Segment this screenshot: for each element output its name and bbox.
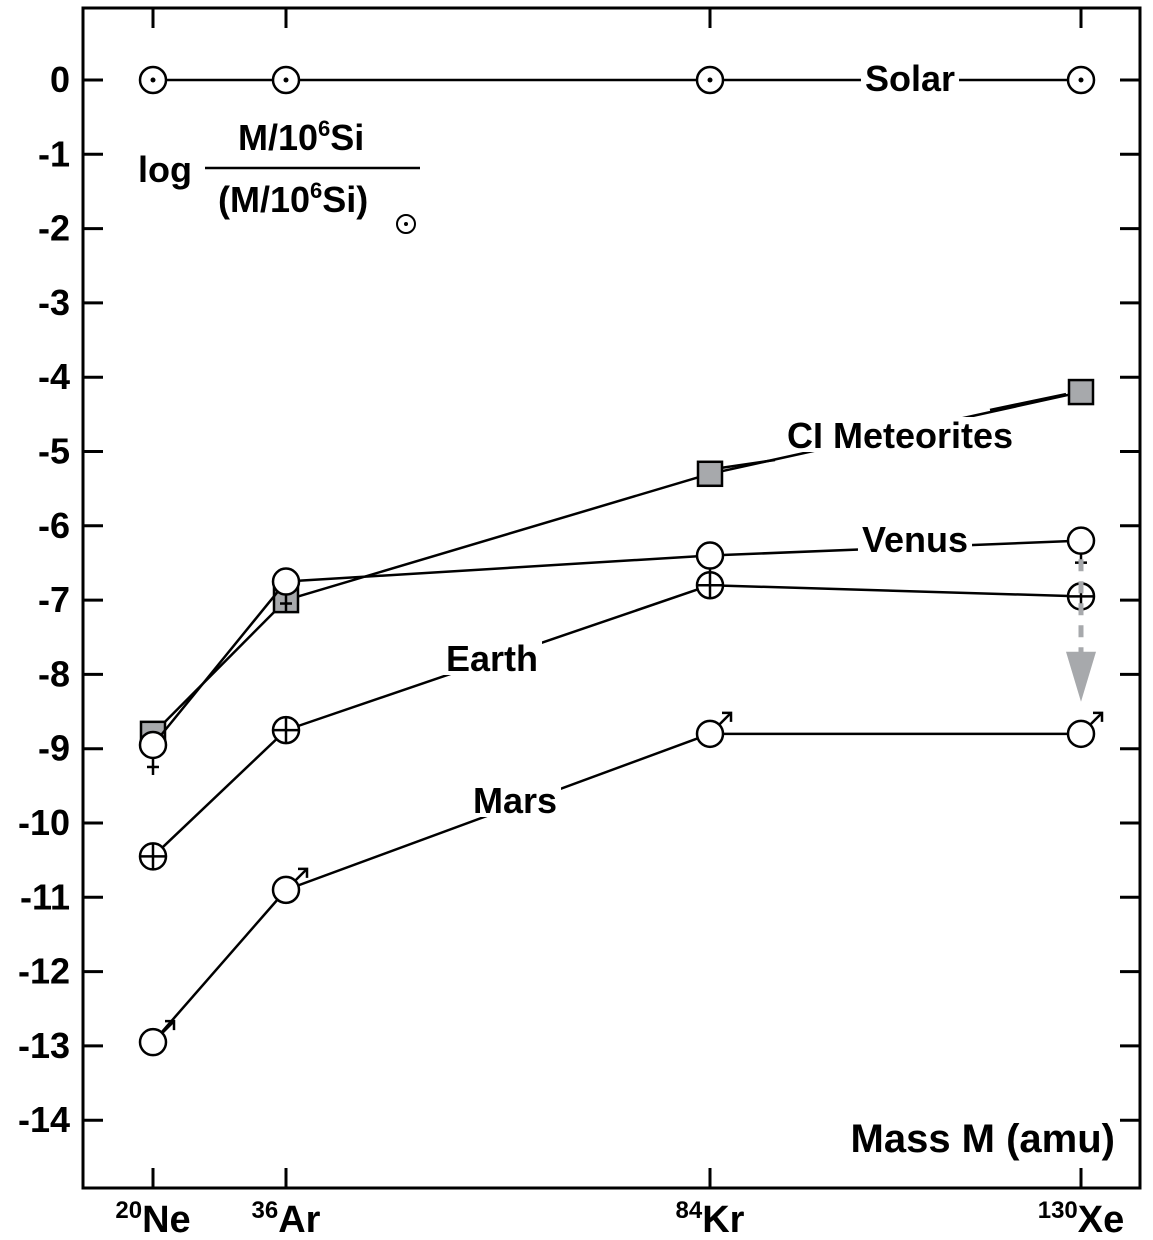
ci-leader-lines — [721, 392, 1067, 470]
x-axis-title: Mass M (amu) — [851, 1117, 1116, 1161]
y-tick-label: -12 — [18, 951, 70, 992]
mars-arrowhead — [165, 1019, 176, 1031]
mars-arrow — [161, 1020, 175, 1035]
y-label-numerator: M/106Si — [238, 116, 364, 158]
y-tick-label: -9 — [38, 728, 70, 769]
y-tick-label: -1 — [38, 133, 70, 174]
mars-arrow — [294, 867, 308, 882]
y-tick-label: -7 — [38, 579, 70, 620]
series-label-venus: Venus — [862, 519, 968, 560]
square-marker — [696, 460, 724, 488]
plot-frame — [81, 6, 1142, 1190]
ci-leader-right — [989, 392, 1067, 412]
venus-marker — [695, 541, 725, 570]
series-line-segment — [152, 729, 287, 858]
series-labels: Solar CI Meteorites Venus Earth Mars — [441, 58, 1067, 821]
y-tick-label: -6 — [38, 505, 70, 546]
y-tick-label: -2 — [38, 208, 70, 249]
mars-arrow — [718, 711, 732, 726]
series-line-segment — [152, 889, 287, 1044]
series-line-segment — [152, 599, 287, 735]
x-tick-label-ar: 36Ar — [252, 1197, 321, 1240]
ci-leader-left — [721, 458, 776, 470]
y-label-denominator: (M/106Si) — [218, 178, 368, 220]
square-marker — [1067, 378, 1095, 406]
annotation-layer — [1066, 559, 1096, 702]
mars-marker — [1066, 719, 1096, 749]
x-axis: 20Ne 36Ar 84Kr 130Xe — [115, 8, 1124, 1240]
series-label-ci-meteorites: CI Meteorites — [787, 415, 1013, 456]
sun-subscript-icon — [396, 214, 416, 234]
y-tick-label: -10 — [18, 802, 70, 843]
series-label-solar: Solar — [865, 58, 955, 99]
y-tick-label: -14 — [18, 1099, 70, 1140]
x-tick-label-ne: 20Ne — [115, 1197, 190, 1240]
label-knockout — [860, 60, 960, 95]
series-label-earth: Earth — [446, 638, 538, 679]
y-axis-label: log M/106Si (M/106Si) — [138, 116, 420, 234]
series-line-segment — [285, 554, 711, 583]
venus-marker — [1066, 526, 1096, 555]
mars-marker — [695, 719, 725, 749]
y-tick-label: -11 — [20, 876, 70, 917]
mars-arrowhead — [298, 867, 309, 878]
label-knockout — [441, 640, 543, 675]
mars-arrowhead — [1093, 711, 1104, 722]
series-line-segment — [152, 580, 287, 746]
series-label-mars: Mars — [473, 780, 557, 821]
x-tick-label-xe: 130Xe — [1038, 1197, 1125, 1240]
y-axis: 0 -1 -2 -3 -4 -5 -6 -7 -8 -9 -10 -11 -12 -13 -14 — [18, 59, 1140, 1140]
sun-dot — [707, 77, 713, 83]
label-knockout — [857, 521, 973, 556]
series-line-segment — [285, 472, 711, 602]
series-line-segment — [709, 583, 1082, 598]
series-mars — [138, 711, 1104, 1057]
venus-marker — [138, 730, 168, 760]
y-tick-label: -8 — [38, 653, 70, 694]
venus-marker — [271, 567, 301, 596]
label-knockout — [782, 417, 1018, 452]
dashed-arrow-head — [1066, 651, 1096, 702]
mars-arrow — [1089, 711, 1103, 726]
sun-dot — [283, 77, 289, 83]
y-tick-label: -4 — [38, 356, 70, 397]
x-tick-label-kr: 84Kr — [676, 1197, 745, 1240]
y-tick-label: -3 — [38, 282, 70, 323]
y-tick-label: -13 — [18, 1025, 70, 1066]
y-label-log: log — [138, 149, 192, 190]
series-solar — [138, 65, 1096, 95]
label-knockout — [468, 782, 562, 817]
y-tick-label: -5 — [38, 431, 70, 472]
y-tick-label: 0 — [50, 59, 70, 100]
sun-dot — [1078, 77, 1084, 83]
sun-dot — [150, 77, 156, 83]
mars-marker — [138, 1027, 168, 1057]
mars-arrowhead — [722, 711, 733, 722]
mars-marker — [271, 875, 301, 905]
series-earth — [138, 570, 1096, 871]
